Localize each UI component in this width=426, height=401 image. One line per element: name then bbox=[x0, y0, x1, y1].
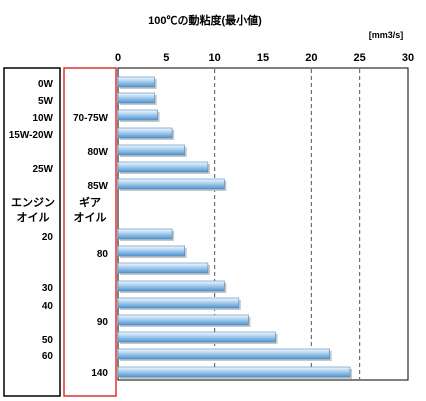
chart-title: 100℃の動粘度(最小値) bbox=[148, 13, 262, 27]
gear-oil-label-box bbox=[63, 67, 117, 397]
bar bbox=[117, 348, 330, 360]
engine-oil-grade-label: 50 bbox=[42, 335, 54, 346]
bar bbox=[117, 161, 209, 173]
x-tick-label: 30 bbox=[402, 52, 414, 64]
gear-oil-grade-label: 90 bbox=[97, 317, 109, 328]
x-tick-label: 15 bbox=[257, 52, 269, 64]
x-tick-labels: 0 5 10 15 20 25 30 bbox=[115, 52, 414, 64]
engine-oil-grade-labels: 0W 5W 10W 15W-20W 25W 20 30 40 50 60 bbox=[9, 79, 54, 362]
engine-oil-grade-label: 5W bbox=[38, 96, 54, 107]
x-tick-label: 25 bbox=[354, 52, 366, 64]
bar bbox=[117, 366, 351, 378]
engine-oil-header: エンジン オイル bbox=[11, 196, 55, 224]
gear-oil-grade-label: 70-75W bbox=[73, 113, 109, 124]
bar bbox=[117, 262, 209, 274]
gear-oil-header-line-2: オイル bbox=[74, 211, 107, 224]
x-tick-label: 10 bbox=[209, 52, 221, 64]
bar bbox=[117, 144, 185, 156]
engine-oil-grade-label: 20 bbox=[42, 232, 54, 243]
engine-oil-grade-label: 30 bbox=[42, 283, 54, 294]
engine-oil-header-line-1: エンジン bbox=[11, 196, 55, 209]
x-tick-label: 0 bbox=[115, 52, 121, 64]
gear-oil-grade-labels: 70-75W 80W 85W 80 90 140 bbox=[73, 113, 109, 379]
gear-oil-grade-label: 140 bbox=[91, 368, 108, 379]
gridlines bbox=[214, 69, 361, 379]
gear-oil-header-line-1: ギア bbox=[79, 195, 101, 209]
x-tick-label: 5 bbox=[163, 52, 169, 64]
bar bbox=[117, 314, 249, 326]
bar bbox=[117, 280, 225, 292]
gear-oil-grade-label: 85W bbox=[87, 181, 108, 192]
bar bbox=[117, 178, 225, 190]
gear-oil-grade-label: 80W bbox=[87, 147, 108, 158]
engine-oil-grade-label: 60 bbox=[42, 351, 54, 362]
engine-oil-grade-label: 0W bbox=[38, 79, 54, 90]
x-tick-label: 20 bbox=[305, 52, 317, 64]
bar bbox=[117, 228, 173, 240]
gear-oil-grade-label: 80 bbox=[97, 249, 109, 260]
bars bbox=[117, 76, 352, 379]
gear-oil-header: ギア オイル bbox=[74, 195, 107, 224]
engine-oil-label-box bbox=[3, 67, 61, 397]
bar bbox=[117, 109, 158, 121]
bar bbox=[117, 76, 156, 88]
bar bbox=[117, 127, 173, 139]
engine-oil-header-line-2: オイル bbox=[17, 211, 50, 224]
bar bbox=[117, 245, 185, 257]
bar bbox=[117, 331, 276, 343]
engine-oil-grade-label: 10W bbox=[32, 113, 53, 124]
engine-oil-grade-label: 15W-20W bbox=[9, 130, 54, 141]
engine-oil-grade-label: 25W bbox=[32, 164, 53, 175]
unit-label: [mm3/s] bbox=[369, 30, 404, 40]
bar bbox=[117, 92, 156, 104]
bar bbox=[117, 297, 240, 309]
engine-oil-grade-label: 40 bbox=[42, 301, 54, 312]
